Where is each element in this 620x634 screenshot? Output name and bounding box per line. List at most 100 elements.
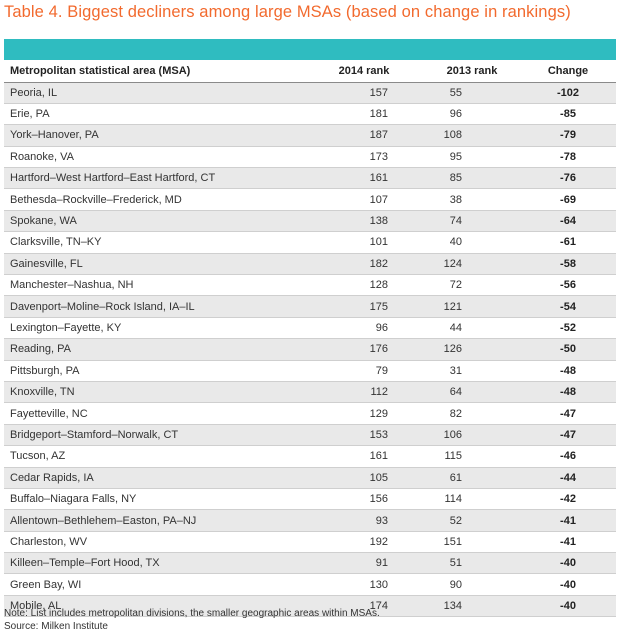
cell-change: -44 <box>560 471 576 484</box>
cell-change: -85 <box>560 108 576 121</box>
cell-msa: Pittsburgh, PA <box>10 364 80 377</box>
cell-2014-rank: 91 <box>375 557 388 570</box>
cell-change: -50 <box>560 343 576 356</box>
table-row: Davenport–Moline–Rock Island, IA–IL 175 12… <box>4 295 616 318</box>
footnotes: Note: List includes metropolitan divisio… <box>4 607 380 633</box>
table-row: Bethesda–Rockville–Frederick, MD 107 38 -69 <box>4 188 616 211</box>
column-header-2013-rank: 2013 rank <box>424 61 520 83</box>
table-row: Cedar Rapids, IA 105 61 -44 <box>4 467 616 489</box>
cell-2014-rank: 101 <box>369 236 388 249</box>
header-bar <box>4 39 616 60</box>
table-row: Gainesville, FL 182 124 -58 <box>4 253 616 275</box>
cell-msa: Roanoke, VA <box>10 150 75 163</box>
cell-change: -79 <box>560 129 576 142</box>
cell-change: -47 <box>560 428 576 441</box>
table-row: Bridgeport–Stamford–Norwalk, CT 153 106 -47 <box>4 424 616 446</box>
cell-change: -78 <box>560 150 576 163</box>
cell-msa: Killeen–Temple–Fort Hood, TX <box>10 557 160 570</box>
cell-2013-rank: 106 <box>443 428 462 441</box>
cell-2013-rank: 114 <box>444 493 462 506</box>
cell-change: -40 <box>560 557 576 570</box>
table-row: Fayetteville, NC 129 82 -47 <box>4 402 616 425</box>
cell-msa: Allentown–Bethlehem–Easton, PA–NJ <box>10 514 197 527</box>
cell-msa: Green Bay, WI <box>10 578 82 591</box>
column-header-msa: Metropolitan statistical area (MSA) <box>4 61 304 83</box>
table-row: Pittsburgh, PA 79 31 -48 <box>4 360 616 382</box>
table-row: Erie, PA 181 96 -85 <box>4 103 616 125</box>
cell-msa: Spokane, WA <box>10 215 77 228</box>
cell-change: -47 <box>560 407 576 420</box>
cell-2013-rank: 121 <box>443 300 462 313</box>
cell-msa: Davenport–Moline–Rock Island, IA–IL <box>10 300 195 313</box>
table-row: Buffalo–Niagara Falls, NY 156 114 -42 <box>4 488 616 510</box>
cell-msa: Bridgeport–Stamford–Norwalk, CT <box>10 428 179 441</box>
cell-2013-rank: 51 <box>449 557 462 570</box>
cell-2013-rank: 55 <box>449 86 462 99</box>
cell-change: -76 <box>560 172 576 185</box>
cell-change: -46 <box>560 450 576 463</box>
cell-2014-rank: 156 <box>369 493 388 506</box>
cell-2014-rank: 176 <box>369 343 388 356</box>
table-row: Charleston, WV 192 151 -41 <box>4 531 616 553</box>
cell-2013-rank: 108 <box>443 129 462 142</box>
cell-2014-rank: 161 <box>369 450 388 463</box>
cell-msa: Buffalo–Niagara Falls, NY <box>10 493 137 506</box>
cell-change: -61 <box>560 236 576 249</box>
cell-change: -58 <box>560 257 576 270</box>
cell-msa: York–Hanover, PA <box>10 129 99 142</box>
cell-2014-rank: 174 <box>369 600 388 613</box>
cell-change: -64 <box>560 215 576 228</box>
cell-2014-rank: 107 <box>369 193 388 206</box>
cell-2013-rank: 52 <box>449 514 462 527</box>
cell-2013-rank: 31 <box>449 364 462 377</box>
cell-2014-rank: 128 <box>369 279 388 292</box>
cell-msa: Bethesda–Rockville–Frederick, MD <box>10 193 182 206</box>
cell-2013-rank: 134 <box>443 600 462 613</box>
cell-2013-rank: 151 <box>443 535 462 548</box>
table-row: Allentown–Bethlehem–Easton, PA–NJ 93 52 -41 <box>4 509 616 532</box>
cell-2014-rank: 129 <box>369 407 388 420</box>
cell-msa: Fayetteville, NC <box>10 407 88 420</box>
table-row: Spokane, WA 138 74 -64 <box>4 210 616 232</box>
table-body: Peoria, IL 157 55 -102 Erie, PA 181 96 -85 York–… <box>4 82 616 617</box>
footnote-source: Source: Milken Institute <box>4 621 108 632</box>
cell-2014-rank: 153 <box>369 428 388 441</box>
cell-2014-rank: 130 <box>369 578 388 591</box>
cell-2014-rank: 173 <box>369 150 388 163</box>
cell-2013-rank: 95 <box>449 150 462 163</box>
cell-2014-rank: 181 <box>369 108 388 121</box>
table-row: Hartford–West Hartford–East Hartford, CT… <box>4 167 616 189</box>
cell-2013-rank: 90 <box>449 578 462 591</box>
cell-change: -69 <box>560 193 576 206</box>
cell-2014-rank: 112 <box>370 386 388 399</box>
cell-msa: Clarksville, TN–KY <box>10 236 102 249</box>
column-header-2014-rank: 2014 rank <box>304 61 424 83</box>
cell-2013-rank: 82 <box>449 407 462 420</box>
cell-2014-rank: 157 <box>369 86 388 99</box>
cell-msa: Cedar Rapids, IA <box>10 471 94 484</box>
cell-2013-rank: 64 <box>449 386 462 399</box>
cell-2013-rank: 61 <box>449 471 462 484</box>
cell-2013-rank: 96 <box>449 108 462 121</box>
decliners-table: Metropolitan statistical area (MSA) 2014… <box>4 61 616 617</box>
cell-2013-rank: 115 <box>444 450 462 463</box>
table-row: Knoxville, TN 112 64 -48 <box>4 381 616 403</box>
cell-2014-rank: 161 <box>369 172 388 185</box>
cell-change: -48 <box>560 364 576 377</box>
cell-2014-rank: 187 <box>369 129 388 142</box>
cell-change: -102 <box>556 86 580 99</box>
table-title: Table 4. Biggest decliners among large M… <box>4 3 571 21</box>
table-row: Roanoke, VA 173 95 -78 <box>4 146 616 168</box>
table-row: Peoria, IL 157 55 -102 <box>4 82 616 104</box>
cell-change: -41 <box>560 514 576 527</box>
table-row: Reading, PA 176 126 -50 <box>4 338 616 361</box>
footnote-note: Note: List includes metropolitan divisio… <box>4 608 380 619</box>
cell-msa: Mobile, AL <box>10 600 62 613</box>
cell-2013-rank: 72 <box>449 279 462 292</box>
cell-msa: Tucson, AZ <box>10 450 66 463</box>
cell-msa: Hartford–West Hartford–East Hartford, CT <box>10 172 216 185</box>
cell-2014-rank: 175 <box>369 300 388 313</box>
cell-change: -54 <box>560 300 576 313</box>
cell-change: -40 <box>560 578 576 591</box>
table-row: Killeen–Temple–Fort Hood, TX 91 51 -40 <box>4 552 616 574</box>
